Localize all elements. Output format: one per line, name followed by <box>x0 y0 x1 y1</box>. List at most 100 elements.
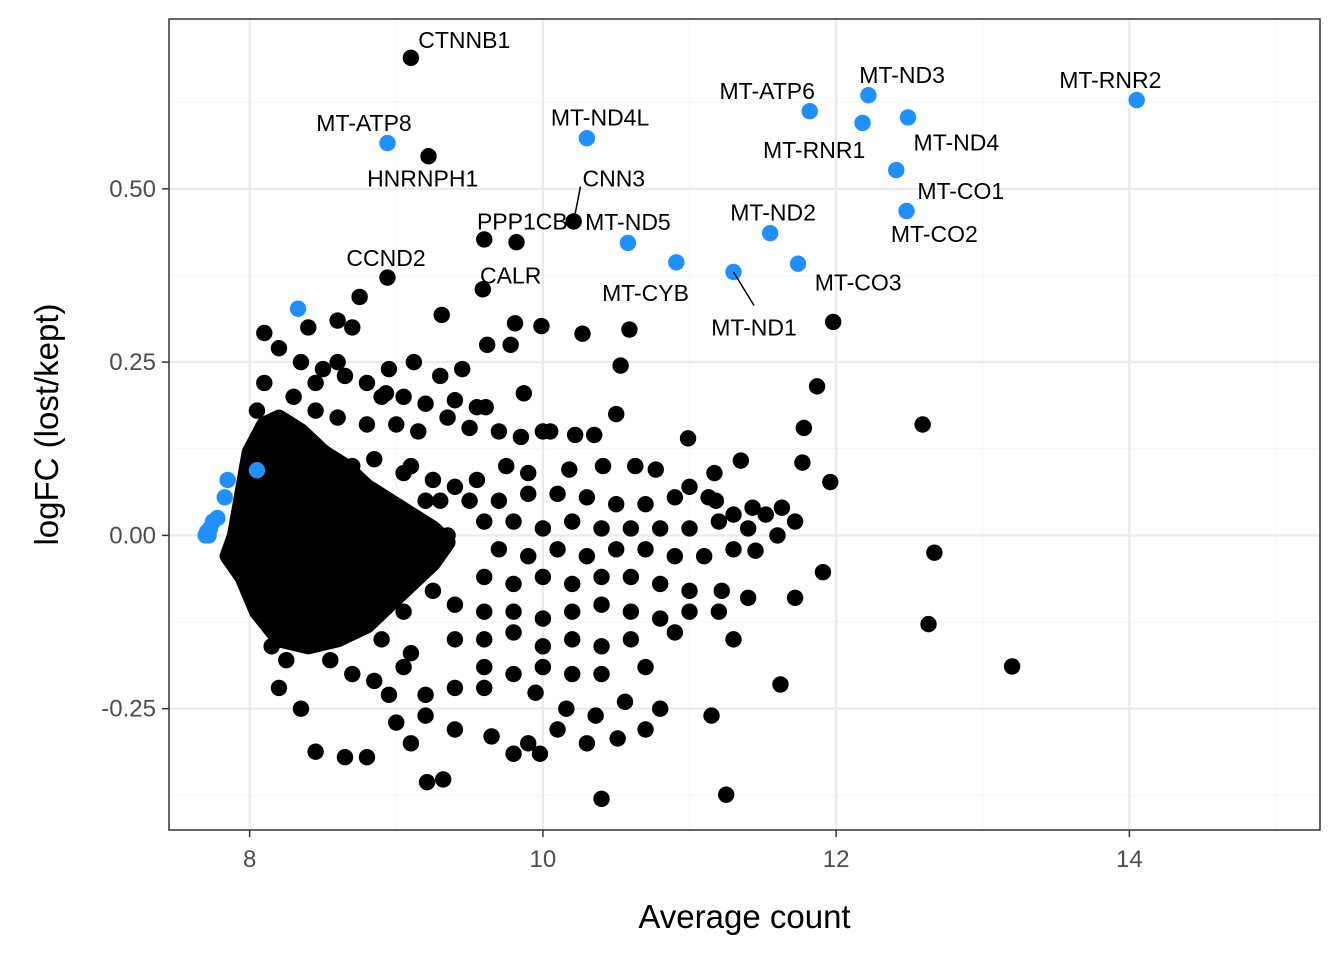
gene-point <box>527 684 544 701</box>
gene-point <box>446 596 464 613</box>
gene-point <box>490 541 508 558</box>
gene-point <box>593 638 610 655</box>
gene-point <box>446 721 464 738</box>
gene-point <box>434 771 452 788</box>
gene-point <box>637 721 654 738</box>
gene-point <box>402 457 420 475</box>
gene-point <box>344 665 361 683</box>
gene-point <box>417 492 434 509</box>
gene-point <box>757 506 774 523</box>
gene-point <box>433 306 450 324</box>
gene-point <box>587 707 604 724</box>
gene-point <box>515 385 533 402</box>
gene-point <box>424 471 442 489</box>
mt-gene-point <box>668 254 685 271</box>
gene-point <box>395 388 412 405</box>
gene-point <box>520 735 537 752</box>
gene-point <box>637 658 654 676</box>
gene-point <box>256 374 273 392</box>
gene-point <box>380 360 398 378</box>
mt-gene-point <box>854 114 871 132</box>
gene-point <box>477 398 494 416</box>
mt-gene-point <box>619 234 637 252</box>
gene-point <box>520 464 537 482</box>
gene-point <box>926 544 943 561</box>
gene-point <box>314 444 332 461</box>
gene-point <box>622 603 640 620</box>
gene-point <box>474 281 491 298</box>
gene-point <box>366 450 383 468</box>
gene-point <box>418 773 436 791</box>
gene-point <box>651 700 669 717</box>
y-tick-label: -0.25 <box>101 696 156 723</box>
gene-point <box>307 374 324 392</box>
gene-point <box>651 575 669 593</box>
gene-point <box>446 631 464 648</box>
gene-label: MT-CO3 <box>815 269 902 295</box>
gene-label: MT-ND2 <box>730 199 816 225</box>
gene-point <box>695 548 713 565</box>
gene-point <box>786 589 804 606</box>
gene-point <box>395 658 412 676</box>
gene-point <box>379 269 396 286</box>
mt-gene-point <box>578 130 596 147</box>
gene-point <box>593 596 610 613</box>
gene-label: MT-ATP8 <box>316 110 411 136</box>
gene-point <box>574 325 591 342</box>
gene-point <box>814 563 832 581</box>
gene-point <box>622 631 640 648</box>
gene-label: MT-CO2 <box>891 221 978 247</box>
gene-point <box>336 749 354 766</box>
gene-point <box>373 631 390 648</box>
gene-point <box>439 409 456 426</box>
mt-gene-point <box>248 462 266 479</box>
gene-point <box>405 353 423 371</box>
gene-point <box>483 728 500 745</box>
gene-label: MT-CYB <box>602 280 689 306</box>
mt-gene-point <box>289 300 307 317</box>
gene-point <box>329 409 346 426</box>
gene-point <box>707 492 725 509</box>
gene-point <box>432 367 449 385</box>
gene-point <box>307 743 324 760</box>
gene-point <box>534 610 552 627</box>
gene-point <box>566 426 584 444</box>
gene-point <box>380 686 398 704</box>
gene-point <box>593 520 610 537</box>
gene-point <box>351 288 368 306</box>
gene-point <box>344 457 361 475</box>
gene-point <box>322 651 339 669</box>
gene-label: MT-ATP6 <box>720 78 815 104</box>
gene-point <box>621 321 638 338</box>
gene-point <box>505 745 522 762</box>
gene-point <box>586 426 603 444</box>
gene-point <box>300 319 317 336</box>
x-tick-label: 8 <box>243 846 256 873</box>
gene-point <box>679 430 697 447</box>
gene-point <box>549 541 566 558</box>
gene-point <box>732 452 750 469</box>
gene-point <box>420 148 437 165</box>
gene-point <box>366 672 383 690</box>
gene-point <box>520 485 537 503</box>
gene-point <box>505 665 522 683</box>
gene-point <box>681 582 698 600</box>
gene-point <box>914 416 931 433</box>
gene-point <box>1003 658 1021 675</box>
gene-point <box>703 707 720 724</box>
gene-point <box>564 575 581 593</box>
gene-point <box>490 423 508 440</box>
gene-point <box>627 457 644 475</box>
gene-point <box>786 513 804 530</box>
gene-point <box>502 336 519 353</box>
gene-label: MT-ND4L <box>551 104 650 130</box>
gene-point <box>402 645 420 662</box>
gene-point <box>651 520 669 537</box>
gene-point <box>424 582 442 600</box>
gene-point <box>739 520 757 537</box>
gene-point <box>681 478 698 496</box>
gene-point <box>468 471 486 489</box>
x-axis-ticks: 8 10 12 14 <box>243 830 1143 873</box>
mt-gene-point <box>898 202 915 220</box>
gene-point <box>314 631 332 648</box>
